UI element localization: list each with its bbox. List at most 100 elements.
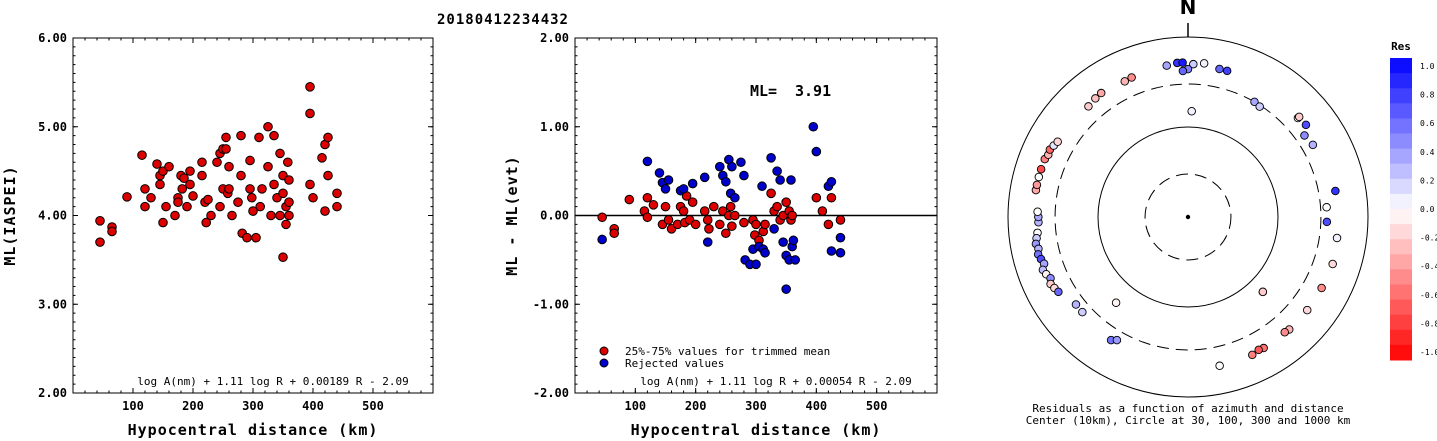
colorbar-swatch: [1390, 103, 1412, 119]
data-point: [177, 184, 187, 194]
y-tick-label: -2.00: [533, 386, 569, 400]
y-axis-label: ML(IASPEI): [1, 165, 19, 265]
data-point: [760, 219, 770, 230]
y-axis-label: ML - ML(evt): [503, 155, 521, 275]
data-point: [320, 206, 330, 216]
data-point: [778, 237, 788, 247]
formula-text: log A(nm) + 1.11 log R + 0.00054 R - 2.0…: [640, 375, 912, 388]
y-tick-label: 2.00: [38, 386, 67, 400]
data-point: [284, 210, 294, 221]
data-point: [826, 176, 837, 187]
ml-vs-distance-chart: 100 200 300 400 500 2.00 3.00 4.00 5.00 6.00 Hypoc…: [1, 31, 434, 439]
data-point: [185, 179, 195, 190]
data-point: [185, 166, 195, 176]
x-tick-label: 100: [624, 399, 646, 413]
data-point: [305, 82, 315, 92]
data-point: [751, 259, 761, 270]
y-tick-label: 0.00: [540, 209, 569, 223]
residual-point: [1302, 305, 1312, 315]
colorbar-swatch: [1390, 299, 1412, 316]
colorbar-swatch: [1390, 254, 1412, 270]
colorbar-tick-label: 0.0: [1420, 205, 1435, 214]
residual-point: [1199, 59, 1209, 68]
colorbar-swatch: [1390, 329, 1412, 346]
data-point: [254, 132, 264, 143]
data-point: [721, 176, 731, 187]
data-point: [227, 210, 237, 221]
data-point: [224, 184, 234, 194]
data-point: [188, 191, 198, 201]
data-point: [266, 210, 276, 221]
colorbar-tick-label: 0.8: [1420, 91, 1435, 100]
ring-100km: [1097, 126, 1279, 308]
data-point: [155, 179, 165, 190]
data-point: [305, 108, 315, 119]
data-point: [597, 212, 607, 223]
data-point: [727, 161, 737, 172]
data-point: [140, 201, 150, 212]
data-point: [323, 170, 333, 181]
colorbar-swatch: [1390, 224, 1412, 240]
colorbar-swatch: [1390, 344, 1412, 361]
data-point: [278, 252, 288, 263]
x-tick-label: 500: [866, 399, 888, 413]
data-point: [215, 201, 225, 212]
data-point: [790, 255, 801, 265]
legend-marker: [599, 358, 609, 368]
data-point: [760, 247, 770, 258]
data-point: [787, 210, 798, 221]
colorbar-swatch: [1390, 314, 1412, 331]
x-tick-label: 200: [685, 399, 707, 413]
data-point: [332, 201, 342, 212]
data-point: [648, 200, 659, 210]
data-point: [179, 173, 189, 184]
data-point: [739, 217, 749, 228]
data-point: [245, 184, 255, 194]
colorbar-swatch: [1390, 133, 1412, 150]
data-point: [278, 188, 288, 199]
y-tick-label: 6.00: [38, 31, 67, 45]
data-point: [236, 130, 246, 141]
residual-point: [1111, 298, 1121, 307]
data-point: [95, 237, 105, 247]
data-point: [781, 284, 791, 294]
data-point: [702, 215, 713, 225]
residual-point: [1032, 180, 1042, 190]
data-point: [263, 161, 273, 172]
data-point: [609, 228, 620, 239]
residual-point: [1215, 64, 1224, 74]
data-point: [687, 178, 698, 189]
data-point: [170, 210, 180, 221]
polar-caption-line1: Residuals as a function of azimuth and d…: [1032, 402, 1343, 415]
data-point: [702, 237, 713, 247]
data-point: [727, 221, 737, 231]
x-tick-label: 400: [302, 399, 324, 413]
x-tick-label: 500: [362, 399, 384, 413]
residual-point: [1255, 102, 1264, 111]
colorbar-swatch: [1390, 58, 1412, 74]
residual-point: [1112, 335, 1122, 345]
colorbar-tick-label: 0.4: [1420, 148, 1435, 157]
x-tick-label: 300: [745, 399, 767, 413]
residual-point: [1294, 112, 1304, 122]
data-point: [269, 179, 279, 190]
data-point: [203, 194, 213, 205]
x-axis-label: Hypocentral distance (km): [631, 421, 882, 439]
data-point: [245, 155, 255, 166]
residual-point: [1215, 361, 1224, 371]
ring-300km: [1054, 83, 1322, 351]
data-point: [152, 159, 162, 169]
colorbar-tick-label: -1.0: [1420, 348, 1437, 357]
y-tick-label: 1.00: [540, 120, 569, 134]
colorbar-tick-label: 1.0: [1420, 62, 1435, 71]
data-point: [308, 192, 318, 203]
data-point: [284, 197, 294, 207]
residual-point: [1254, 345, 1263, 355]
residual-point: [1034, 172, 1044, 182]
colorbar-swatch: [1390, 163, 1412, 180]
colorbar-title: Res: [1391, 40, 1411, 53]
colorbar-swatch: [1390, 88, 1412, 104]
colorbar-swatch: [1390, 269, 1412, 285]
data-point: [739, 170, 749, 181]
residual-point: [1308, 140, 1318, 150]
